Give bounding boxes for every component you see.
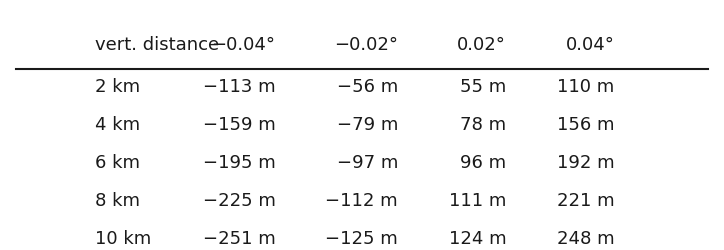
Text: 192 m: 192 m: [557, 154, 615, 172]
Text: −125 m: −125 m: [325, 229, 398, 247]
Text: −0.02°: −0.02°: [334, 36, 398, 54]
Text: −97 m: −97 m: [337, 154, 398, 172]
Text: −225 m: −225 m: [203, 191, 275, 209]
Text: 111 m: 111 m: [449, 191, 506, 209]
Text: 110 m: 110 m: [557, 78, 615, 96]
Text: −113 m: −113 m: [203, 78, 275, 96]
Text: −112 m: −112 m: [325, 191, 398, 209]
Text: −0.04°: −0.04°: [211, 36, 275, 54]
Text: −159 m: −159 m: [203, 116, 275, 134]
Text: 2 km: 2 km: [95, 78, 140, 96]
Text: 4 km: 4 km: [95, 116, 140, 134]
Text: −56 m: −56 m: [337, 78, 398, 96]
Text: 248 m: 248 m: [557, 229, 615, 247]
Text: vert. distance: vert. distance: [95, 36, 219, 54]
Text: 0.02°: 0.02°: [458, 36, 506, 54]
Text: 55 m: 55 m: [460, 78, 506, 96]
Text: 6 km: 6 km: [95, 154, 140, 172]
Text: 78 m: 78 m: [460, 116, 506, 134]
Text: −251 m: −251 m: [203, 229, 275, 247]
Text: 8 km: 8 km: [95, 191, 140, 209]
Text: 124 m: 124 m: [449, 229, 506, 247]
Text: 156 m: 156 m: [557, 116, 615, 134]
Text: 10 km: 10 km: [95, 229, 151, 247]
Text: 0.04°: 0.04°: [565, 36, 615, 54]
Text: 221 m: 221 m: [557, 191, 615, 209]
Text: −79 m: −79 m: [337, 116, 398, 134]
Text: 96 m: 96 m: [460, 154, 506, 172]
Text: −195 m: −195 m: [203, 154, 275, 172]
